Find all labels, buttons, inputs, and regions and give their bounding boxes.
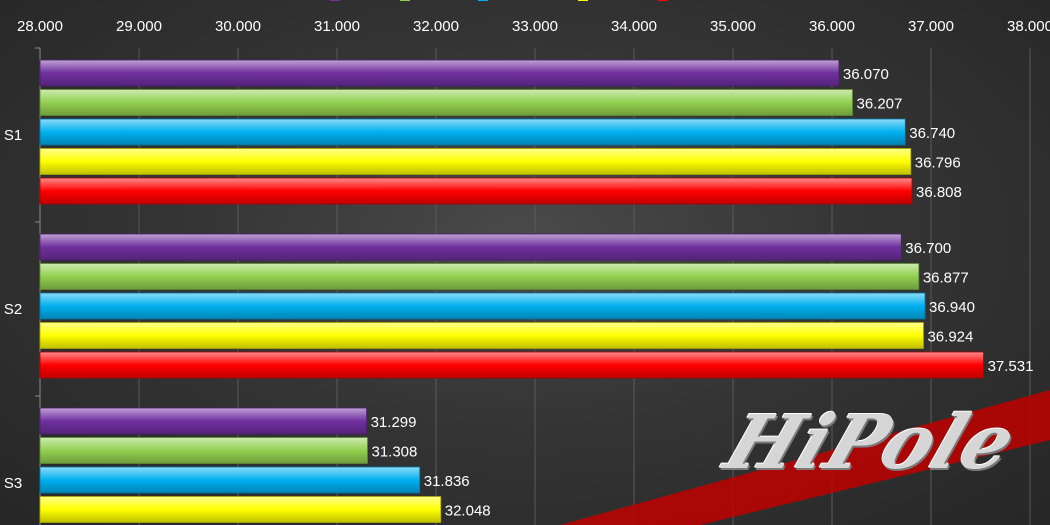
hipole-logo: HiPole bbox=[714, 400, 1028, 486]
bar bbox=[39, 292, 926, 320]
legend-swatch bbox=[400, 0, 410, 1]
bar bbox=[39, 118, 906, 146]
x-tick-label: 35.000 bbox=[710, 18, 756, 35]
bar bbox=[39, 322, 924, 349]
bar bbox=[39, 89, 853, 116]
bar-value-label: 36.877 bbox=[923, 270, 969, 287]
bar-value-label: 36.796 bbox=[915, 155, 961, 172]
bar-value-label: 37.531 bbox=[988, 358, 1034, 375]
bar-value-label: 36.207 bbox=[856, 96, 902, 113]
legend-swatch bbox=[478, 0, 488, 1]
bar bbox=[39, 437, 368, 464]
bar-value-label: 31.299 bbox=[371, 414, 417, 431]
bar bbox=[39, 407, 368, 435]
x-tick-label: 32.000 bbox=[413, 18, 459, 35]
category-label: S1 bbox=[4, 127, 22, 144]
x-tick-label: 29.000 bbox=[116, 18, 162, 35]
bar bbox=[39, 59, 840, 87]
category-label: S2 bbox=[4, 301, 22, 318]
bar bbox=[39, 233, 902, 261]
x-tick-label: 38.000 bbox=[1007, 18, 1050, 35]
bar-value-label: 36.740 bbox=[909, 125, 955, 142]
legend-swatch bbox=[578, 0, 588, 1]
x-tick-label: 28.000 bbox=[17, 18, 63, 35]
legend-swatch bbox=[330, 0, 340, 1]
bar-value-label: 36.808 bbox=[916, 184, 962, 201]
bar bbox=[39, 496, 442, 523]
bar-value-label: 32.048 bbox=[445, 503, 491, 520]
x-tick-label: 30.000 bbox=[215, 18, 261, 35]
bar bbox=[39, 466, 421, 494]
bar-value-label: 36.940 bbox=[929, 299, 975, 316]
x-tick-label: 37.000 bbox=[908, 18, 954, 35]
x-tick-label: 31.000 bbox=[314, 18, 360, 35]
bar-value-label: 36.070 bbox=[843, 66, 889, 83]
bar bbox=[39, 351, 984, 379]
bar bbox=[39, 148, 912, 175]
bar-value-label: 31.836 bbox=[424, 473, 470, 490]
category-label: S3 bbox=[4, 475, 22, 492]
bar-value-label: 36.700 bbox=[905, 240, 951, 257]
x-tick-label: 36.000 bbox=[809, 18, 855, 35]
bar-value-label: 36.924 bbox=[927, 329, 973, 346]
legend-swatch bbox=[658, 0, 668, 1]
bar bbox=[39, 177, 913, 205]
x-tick-label: 33.000 bbox=[512, 18, 558, 35]
x-tick-label: 34.000 bbox=[611, 18, 657, 35]
bar-value-label: 31.308 bbox=[371, 444, 417, 461]
bar bbox=[39, 263, 920, 290]
